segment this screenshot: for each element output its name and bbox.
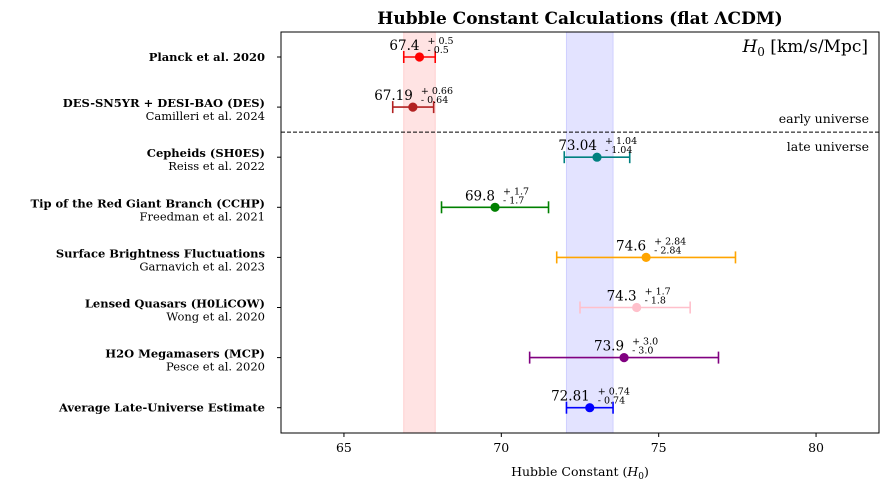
error-minus-label: - 1.7 [503,195,524,206]
highlight-bands [403,31,614,434]
y-label-2: Cepheids (SH0ES) [147,146,265,160]
y-label-3: Tip of the Red Giant Branch (CCHP) [31,196,265,210]
data-point [592,152,602,162]
value-label: 69.8 [465,188,495,204]
measurement-7: 72.81 + 0.74- 0.74 [551,387,630,414]
value-label: 73.04 [558,138,597,154]
error-plus-label: + 0.74 [598,387,630,398]
data-point [490,202,500,212]
error-plus-label: + 0.66 [421,86,453,97]
measurement-1: 67.19 + 0.66- 0.64 [374,86,453,114]
chart-title: Hubble Constant Calculations (flat ΛCDM) [377,9,782,29]
value-label: 72.81 [551,389,590,405]
error-plus-label: + 1.7 [645,287,671,298]
y-label-1: DES-SN5YR + DESI-BAO (DES) [63,96,265,110]
units-label: H0 [km/s/Mpc] [741,37,868,59]
error-plus-label: + 0.5 [427,36,453,47]
x-axis-label: Hubble Constant (H0) [511,464,649,482]
y-label-ref-3: Freedman et al. 2021 [140,209,265,223]
data-point [408,102,418,112]
y-label-6: H2O Megamasers (MCP) [105,347,265,361]
measurement-marks: 67.4 + 0.5- 0.5 67.19 + 0.66- 0.64 73.04 + 1.… [374,36,737,414]
y-label-4: Surface Brightness Fluctuations [56,246,265,260]
error-plus-label: + 2.84 [654,236,686,247]
x-tick-label: 65 [336,440,352,455]
x-axis: 65 70 75 80 [336,433,824,455]
highlight-band-0 [403,31,436,434]
measurement-6: 73.9 + 3.0- 3.0 [528,337,720,364]
measurement-0: 67.4 + 0.5- 0.5 [389,36,454,63]
value-label: 67.4 [389,38,419,54]
data-point [641,252,651,262]
error-minus-label: - 2.84 [654,245,681,256]
highlight-band-1 [565,31,614,434]
y-label-ref-5: Wong et al. 2020 [166,310,265,324]
data-point [619,353,629,363]
value-label: 74.6 [616,238,646,254]
plot-frame [280,31,880,434]
value-label: 73.9 [594,339,624,355]
y-label-5: Lensed Quasars (H0LiCOW) [85,297,265,311]
data-point [632,302,642,313]
error-plus-label: + 3.0 [632,337,658,348]
y-label-0: Planck et al. 2020 [149,50,265,64]
data-point [414,52,425,62]
y-label-ref-6: Pesce et al. 2020 [166,360,265,374]
universe-divider: early universe late universe [281,111,879,154]
error-plus-label: + 1.04 [605,136,637,147]
error-minus-label: - 0.74 [598,396,625,407]
measurement-4: 74.6 + 2.84- 2.84 [555,236,737,264]
error-minus-label: - 3.0 [632,346,653,357]
error-plus-label: + 1.7 [503,186,529,197]
value-label: 67.19 [374,88,413,104]
error-minus-label: - 1.8 [645,296,666,307]
y-axis-labels: Planck et al. 2020 DES-SN5YR + DESI-BAO (… [31,50,281,415]
error-minus-label: - 0.64 [421,95,448,106]
x-tick-label: 75 [651,440,667,455]
y-label-ref-2: Reiss et al. 2022 [168,159,265,173]
y-label-ref-4: Garnavich et al. 2023 [139,259,265,273]
value-label: 74.3 [607,289,637,305]
data-point [585,403,595,413]
x-tick-label: 80 [808,440,824,455]
error-minus-label: - 0.5 [427,45,448,56]
y-label-7: Average Late-Universe Estimate [58,401,265,415]
measurement-5: 74.3 + 1.7- 1.8 [579,287,691,314]
late-universe-label: late universe [787,139,869,154]
error-minus-label: - 1.04 [605,145,632,156]
x-tick-label: 70 [493,440,509,455]
measurement-3: 69.8 + 1.7- 1.7 [440,186,550,214]
measurement-2: 73.04 + 1.04- 1.04 [558,136,637,164]
y-label-ref-1: Camilleri et al. 2024 [146,109,265,123]
early-universe-label: early universe [779,111,869,126]
